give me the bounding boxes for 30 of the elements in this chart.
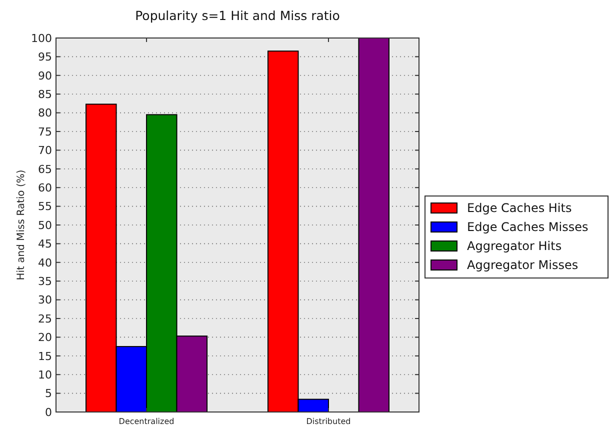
y-tick-label: 0 bbox=[45, 406, 52, 419]
y-tick-label: 30 bbox=[38, 294, 52, 307]
y-tick-label: 85 bbox=[38, 88, 52, 101]
y-tick-label: 50 bbox=[38, 218, 52, 232]
legend-label: Aggregator Hits bbox=[467, 239, 562, 254]
legend-label: Edge Caches Misses bbox=[467, 220, 588, 234]
y-tick-label: 60 bbox=[38, 181, 52, 194]
y-tick-label: 35 bbox=[38, 274, 52, 288]
y-tick-label: 70 bbox=[38, 144, 52, 158]
y-tick-label: 45 bbox=[38, 238, 52, 251]
bar bbox=[358, 38, 390, 412]
legend-label: Aggregator Misses bbox=[467, 258, 578, 272]
legend-label: Edge Caches Hits bbox=[467, 201, 572, 216]
y-tick-label: 95 bbox=[38, 50, 52, 64]
chart-title: Popularity s=1 Hit and Miss ratio bbox=[135, 8, 340, 23]
y-tick-label: 40 bbox=[38, 256, 52, 270]
y-tick-label: 90 bbox=[38, 69, 52, 82]
y-tick-label: 20 bbox=[38, 331, 52, 344]
y-tick-label: 10 bbox=[38, 368, 52, 382]
x-tick-label: Distributed bbox=[306, 417, 351, 426]
y-tick-label: 100 bbox=[31, 32, 52, 45]
x-tick-label: Decentralized bbox=[118, 417, 174, 426]
y-tick-label: 80 bbox=[38, 106, 52, 120]
y-axis-title: Hit and Miss Ratio (%) bbox=[16, 170, 27, 280]
y-tick-label: 55 bbox=[38, 200, 52, 214]
y-tick-label: 15 bbox=[38, 350, 52, 363]
y-tick-label: 65 bbox=[38, 162, 52, 176]
y-tick-label: 5 bbox=[45, 387, 52, 400]
y-tick-label: 75 bbox=[38, 125, 52, 138]
y-tick-label: 25 bbox=[38, 312, 52, 326]
